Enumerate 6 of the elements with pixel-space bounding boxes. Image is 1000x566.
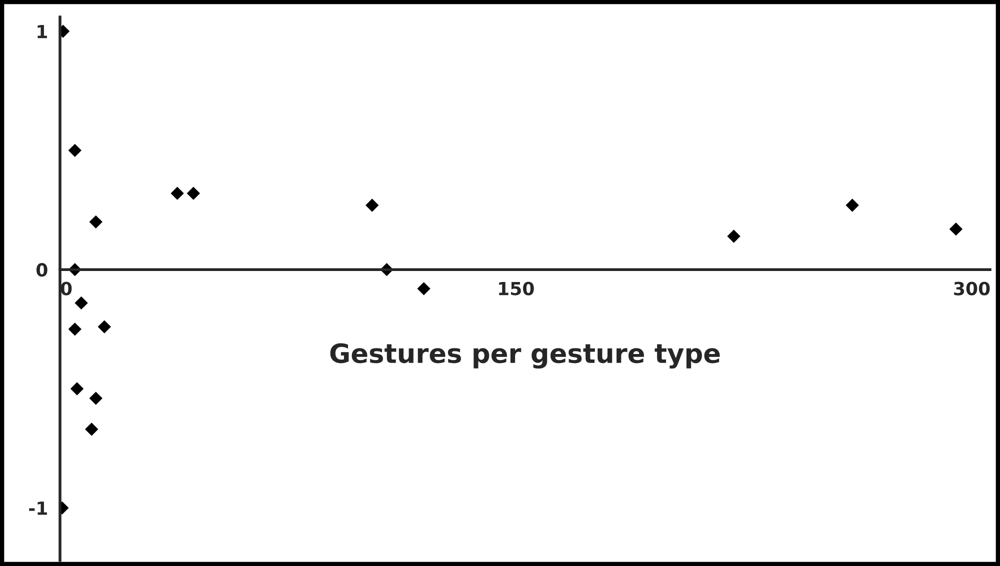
y-tick-label: -1 (29, 502, 47, 515)
y-tick-label: 1 (38, 24, 47, 38)
x-axis-title: Gestures per gesture type (330, 343, 720, 369)
y-tick-label: 0 (36, 263, 48, 277)
x-tick-label: 150 (499, 282, 534, 296)
x-tick-label: 300 (954, 282, 990, 296)
